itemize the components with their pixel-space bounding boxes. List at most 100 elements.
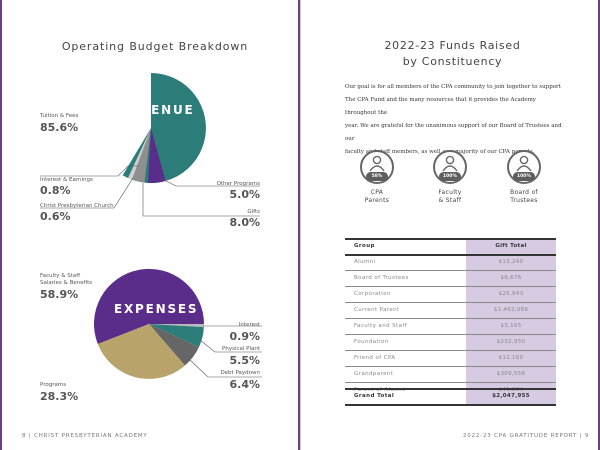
table-row: Alumni $13,240 <box>345 254 556 270</box>
left-footer: 8 | CHRIST PRESBYTERIAN ACADEMY <box>22 433 148 439</box>
participation-name-line2: Trustees <box>510 197 538 204</box>
row-total: $309,556 <box>496 371 526 377</box>
other-programs-label: Other Programs <box>216 181 260 187</box>
intro-line: Our goal is for all members of the CPA c… <box>345 84 561 90</box>
table-row: Faculty and Staff $3,165 <box>345 318 556 334</box>
expense-slice-interest <box>149 324 204 328</box>
revenue-slice-interest <box>132 128 151 183</box>
salaries-label-2: Salaries & Benefits <box>40 280 93 286</box>
interest-value: 0.9% <box>229 330 260 343</box>
row-total: $3,165 <box>500 323 522 329</box>
intro-paragraph: Our goal is for all members of the CPA c… <box>345 81 563 159</box>
table-row: Parent of Alumni $41,534 <box>345 382 556 398</box>
expense-slice-physical-plant <box>149 324 204 347</box>
interest-label: Interest <box>238 322 260 328</box>
spine-left <box>298 0 300 450</box>
participation-pct: 100% <box>439 172 461 181</box>
participation-faculty-staff: 100% Faculty & Staff <box>420 150 480 205</box>
row-group: Grandparent <box>354 371 394 377</box>
participation-board-trustees: 100% Board of Trustees <box>494 150 554 205</box>
debt-paydown-label: Debt Paydown <box>220 370 260 376</box>
salaries-value: 58.9% <box>40 288 79 301</box>
participation-cpa-parents: 58% CPA Parents <box>347 150 407 205</box>
programs-value: 28.3% <box>40 390 79 403</box>
participation-name: CPA Parents <box>347 189 407 205</box>
participation-pct: 100% <box>513 172 535 181</box>
revenue-pie <box>122 73 206 183</box>
row-group: Foundation <box>354 339 389 345</box>
interest-earnings-label: Interest & Earnings <box>40 177 93 183</box>
row-group: Alumni <box>354 259 376 265</box>
spine-right <box>300 0 301 450</box>
programs-label: Programs <box>40 382 67 388</box>
header-group: Group <box>354 243 375 249</box>
cpc-label: Christ Presbyterian Church <box>40 203 114 209</box>
cpc-value: 0.6% <box>40 210 71 223</box>
tuition-label: Tuition & Fees <box>40 113 79 119</box>
row-total: $41,534 <box>498 387 524 393</box>
expenses-leader-lines <box>189 325 262 378</box>
person-icon: 58% <box>360 150 394 184</box>
row-group: Corporation <box>354 291 391 297</box>
table-row: Foundation $232,950 <box>345 334 556 350</box>
table-row: Board of Trustees $6,676 <box>345 270 556 286</box>
row-total: $12,160 <box>498 355 524 361</box>
total-value: $2,047,955 <box>492 393 530 399</box>
participation-name-line1: Faculty <box>438 189 462 196</box>
expenses-label: EXPENSES <box>114 302 199 316</box>
row-total: $13,240 <box>498 259 524 265</box>
revenue-label: REVENUE <box>119 103 195 117</box>
person-icon: 100% <box>433 150 467 184</box>
other-programs-value: 5.0% <box>229 188 260 201</box>
participation-pct: 58% <box>366 172 388 181</box>
total-label: Grand Total <box>354 393 395 399</box>
participation-name-line1: CPA <box>370 189 384 196</box>
table-row: Friend of CPA $12,160 <box>345 350 556 366</box>
intro-line: The CPA Fund and the many resources that… <box>345 97 536 116</box>
left-page: Operating Budget Breakdown REVENUE Tuiti… <box>0 0 299 450</box>
row-group: Parent of Alumni <box>354 387 406 393</box>
row-group: Board of Trustees <box>354 275 409 281</box>
revenue-leader-lines <box>40 165 260 217</box>
gifts-label: Gifts <box>247 209 260 215</box>
funds-title-line2: by Constituency <box>402 55 503 68</box>
participation-name: Faculty & Staff <box>420 189 480 205</box>
expense-slice-debt <box>149 324 199 366</box>
table-row: Corporation $25,943 <box>345 286 556 302</box>
expenses-pie <box>94 268 205 379</box>
edge-left <box>0 0 2 450</box>
tuition-value: 85.6% <box>40 121 79 134</box>
edge-right <box>598 0 600 450</box>
row-group: Friend of CPA <box>354 355 396 361</box>
header-gift-total: Gift Total <box>495 243 527 249</box>
expense-slice-programs <box>97 324 185 379</box>
row-total: $1,462,066 <box>493 307 529 313</box>
funds-title: 2022-23 Funds Raised by Constituency <box>345 38 560 70</box>
funds-title-line1: 2022-23 Funds Raised <box>384 39 521 52</box>
gift-total-column-fill <box>466 238 556 404</box>
expense-slice-salaries <box>94 268 205 344</box>
row-total: $232,950 <box>496 339 526 345</box>
row-group: Current Parent <box>354 307 400 313</box>
table-header: Group Gift Total <box>345 238 556 254</box>
gifts-value: 8.0% <box>229 216 260 229</box>
table-row: Current Parent $1,462,066 <box>345 302 556 318</box>
table-row: Grandparent $309,556 <box>345 366 556 382</box>
row-total: $25,943 <box>498 291 524 297</box>
person-icon: 100% <box>507 150 541 184</box>
salaries-label-1: Faculty & Staff <box>40 273 81 279</box>
physical-plant-label: Physical Plant <box>222 346 260 352</box>
budget-title: Operating Budget Breakdown <box>61 40 249 53</box>
physical-plant-value: 5.5% <box>229 354 260 367</box>
table-total-row: Grand Total $2,047,955 <box>345 388 556 404</box>
revenue-slice-cpc <box>128 128 151 180</box>
participation-name-line2: & Staff <box>438 197 462 204</box>
row-group: Faculty and Staff <box>354 323 408 329</box>
debt-paydown-value: 6.4% <box>229 378 260 391</box>
interest-earnings-value: 0.8% <box>40 184 71 197</box>
intro-line: year. We are grateful for the unanimous … <box>345 123 562 142</box>
participation-name-line1: Board of <box>510 189 538 196</box>
participation-name-line2: Parents <box>364 197 390 204</box>
right-footer: 2022-23 CPA GRATITUDE REPORT | 9 <box>463 433 590 439</box>
